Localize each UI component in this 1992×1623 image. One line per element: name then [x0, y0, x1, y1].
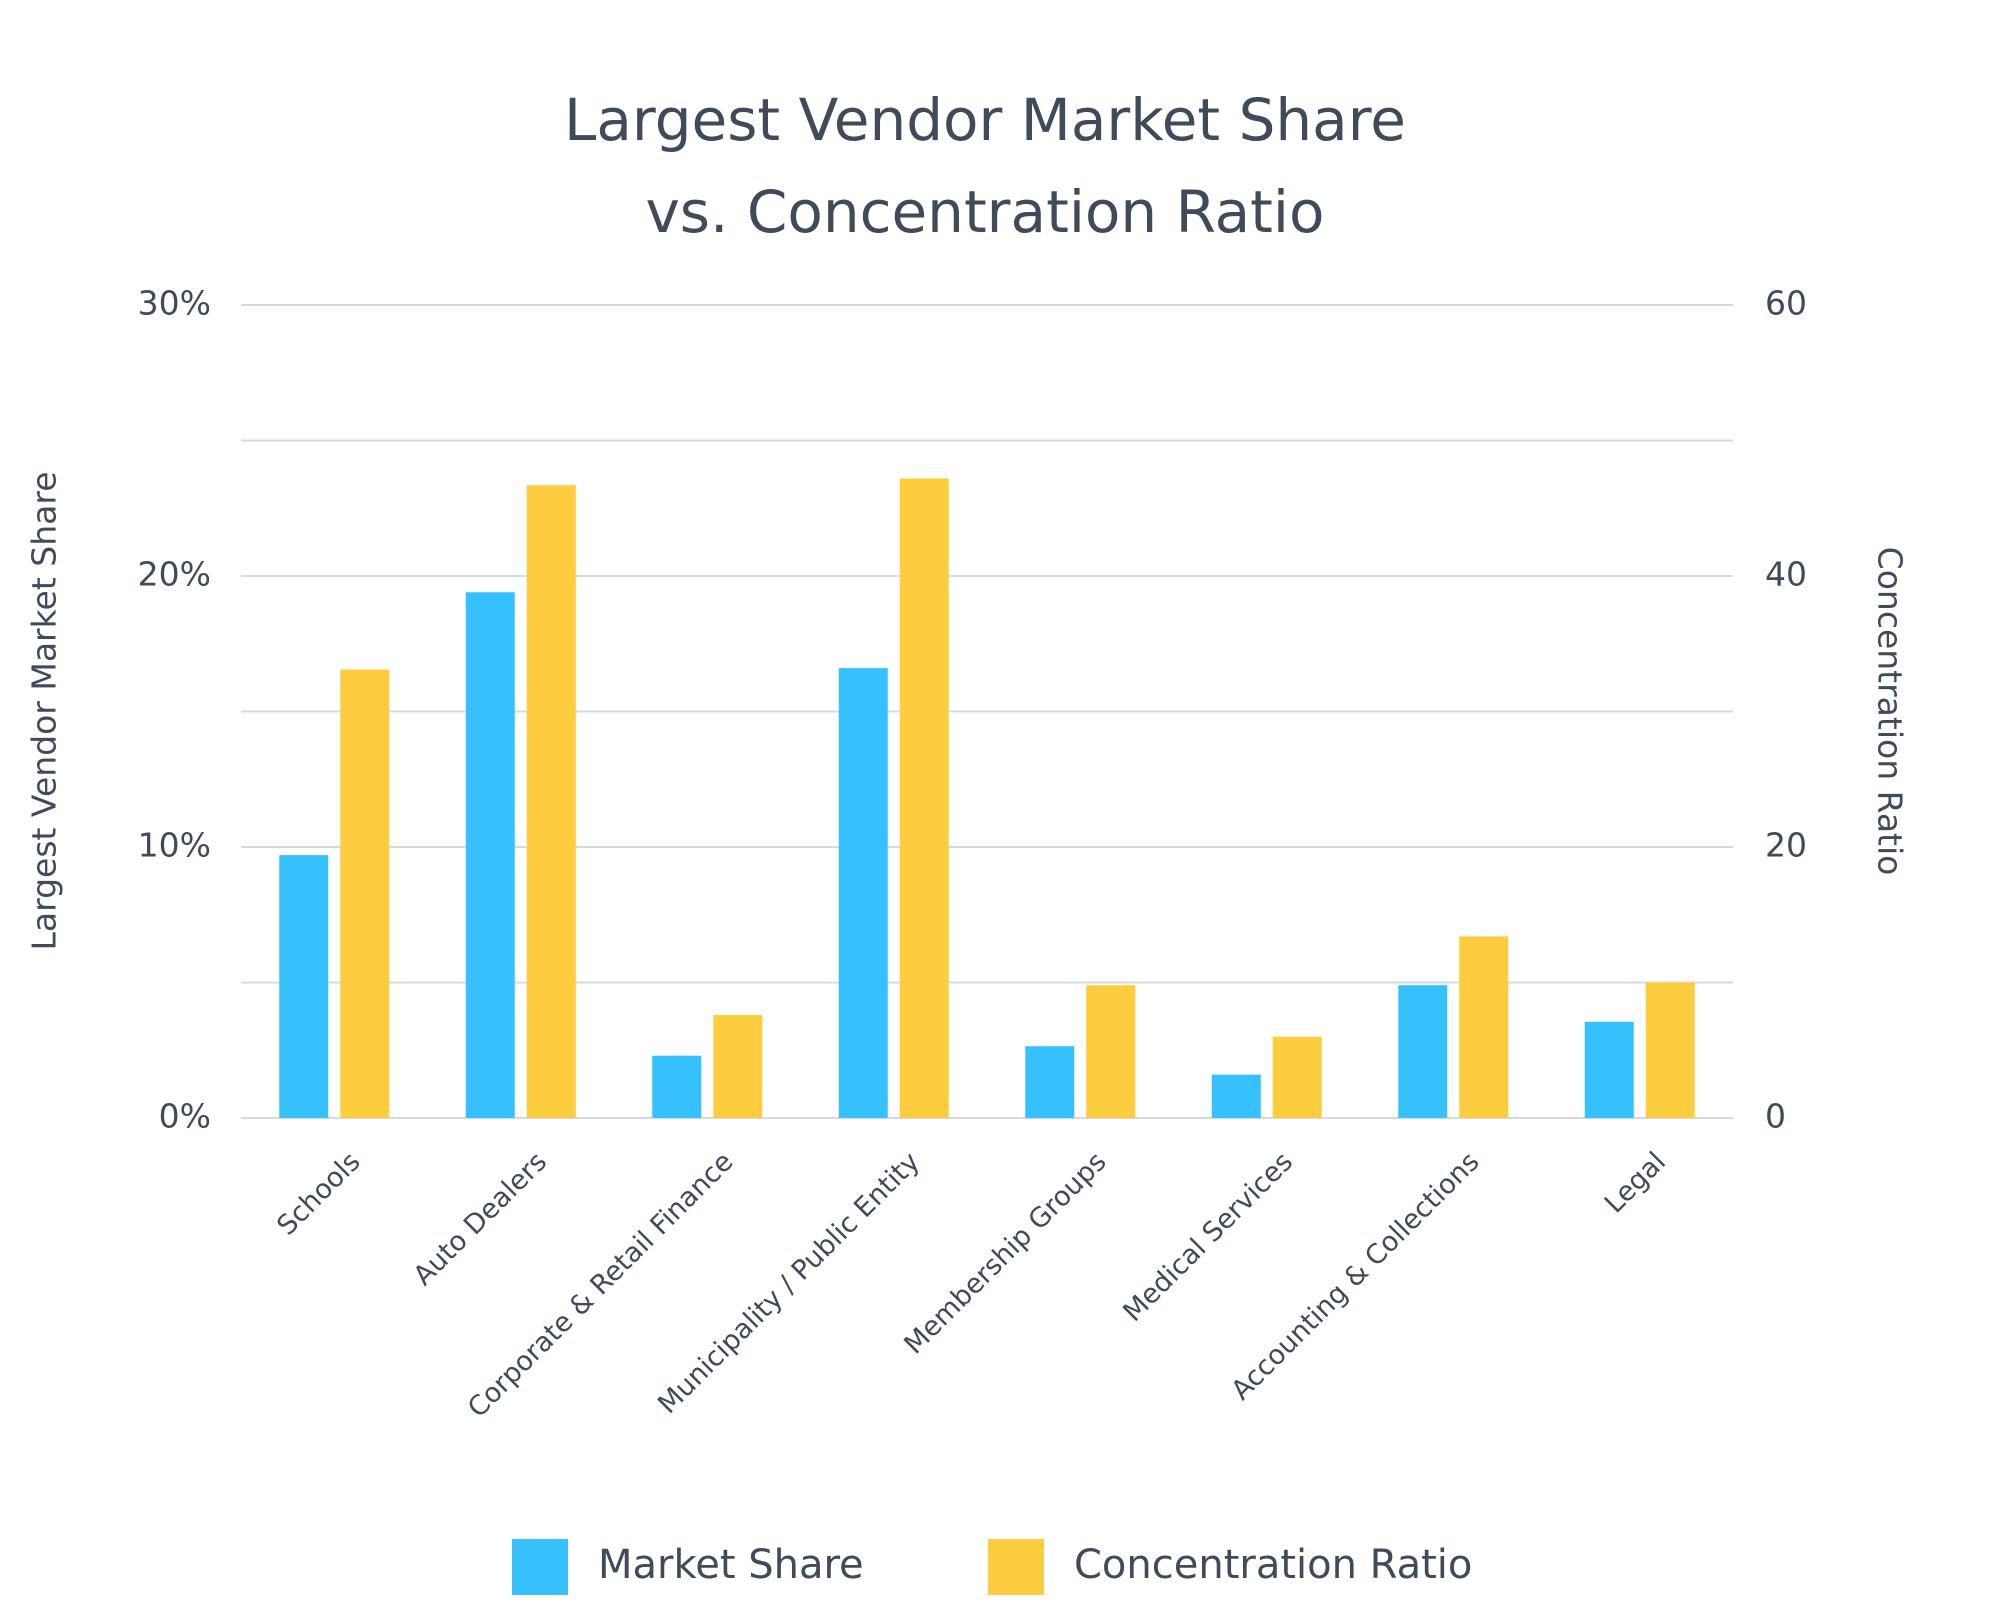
y-tick-label: 20% [138, 555, 211, 594]
y2-tick-label: 0 [1765, 1097, 1786, 1136]
legend-label: Market Share [598, 1542, 864, 1588]
chart-subtitle: vs. Concentration Ratio [645, 178, 1324, 246]
legend-swatch [988, 1539, 1044, 1595]
y2-tick-label: 20 [1765, 826, 1807, 865]
bar [1025, 1046, 1075, 1118]
x-tick-label: Medical Services [1117, 1146, 1299, 1328]
y2-axis-title: Concentration Ratio [1871, 547, 1910, 876]
x-tick-label: Auto Dealers [408, 1146, 553, 1291]
y2-tick-label: 40 [1765, 555, 1807, 594]
bar [652, 1055, 702, 1118]
bar [1211, 1074, 1261, 1118]
y-axis-title: Largest Vendor Market Share [25, 471, 64, 950]
x-tick-label: Membership Groups [898, 1146, 1112, 1360]
legend-swatch [512, 1539, 568, 1595]
bar [340, 669, 390, 1118]
bar [1086, 985, 1136, 1118]
bar [465, 592, 515, 1118]
bar [279, 855, 329, 1118]
x-tick-label: Schools [271, 1146, 366, 1241]
bar [713, 1015, 763, 1118]
y2-tick-label: 60 [1765, 284, 1807, 323]
bar [899, 478, 949, 1118]
bar [1459, 936, 1509, 1118]
bar [1584, 1021, 1634, 1118]
legend-label: Concentration Ratio [1074, 1542, 1472, 1588]
y-tick-label: 30% [138, 284, 211, 323]
bar [1645, 982, 1695, 1118]
x-tick-label: Legal [1599, 1146, 1672, 1219]
bar [1398, 985, 1448, 1118]
bar [1272, 1036, 1322, 1118]
y-tick-label: 0% [159, 1097, 211, 1136]
chart-title: Largest Vendor Market Share [564, 86, 1406, 154]
y-tick-label: 10% [138, 826, 211, 865]
bar [526, 485, 576, 1119]
bar [838, 668, 888, 1118]
